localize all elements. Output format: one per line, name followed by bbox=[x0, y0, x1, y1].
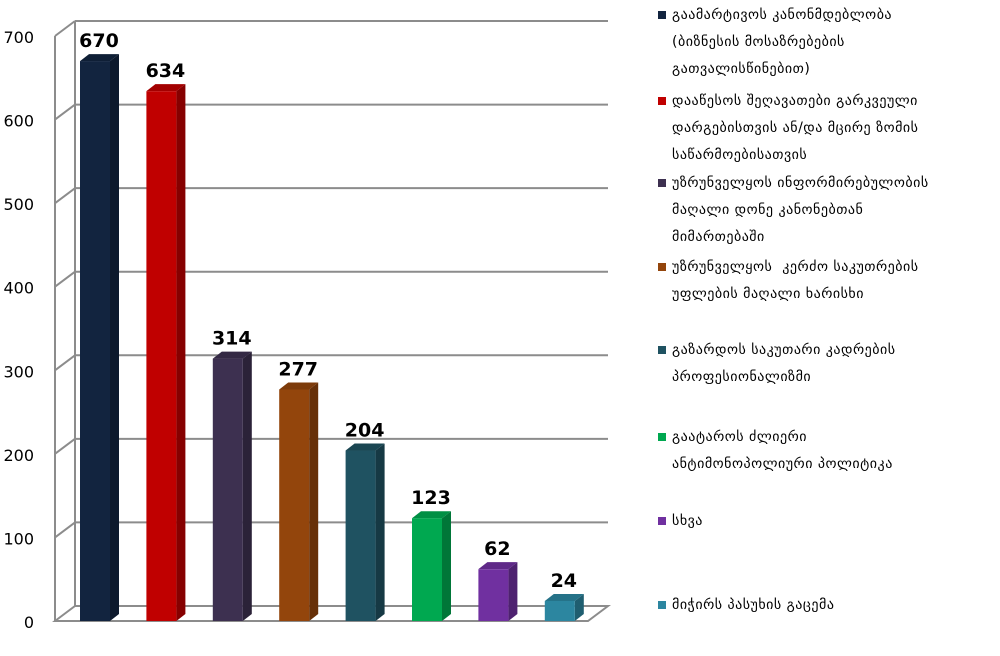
legend-label: დააწესოს შეღავათები გარკვეული დარგებისთვი… bbox=[672, 88, 998, 169]
gridline-side bbox=[54, 438, 76, 455]
bar-side bbox=[442, 511, 451, 621]
data-label: 24 bbox=[551, 570, 577, 592]
legend-label-line: დააწესოს შეღავათები გარკვეული bbox=[672, 93, 918, 109]
data-label: 123 bbox=[411, 487, 451, 509]
bar-top bbox=[412, 511, 451, 519]
legend-label-line: უზრუნველყოს ინფორმირებულობის bbox=[672, 175, 929, 191]
legend-label-line: უფლების მაღალი ხარისხი bbox=[672, 286, 864, 302]
y-tick-label: 700 bbox=[3, 28, 34, 47]
y-tick-label: 100 bbox=[3, 529, 34, 548]
bar bbox=[279, 389, 310, 621]
data-label: 670 bbox=[79, 30, 119, 52]
bar bbox=[80, 61, 110, 622]
legend-label-line: მაღალი დონე კანონებთან bbox=[672, 202, 864, 218]
legend-label-line: უზრუნველყოს კერძო საკუთრების bbox=[672, 259, 919, 275]
data-label: 634 bbox=[146, 60, 186, 82]
bar-side bbox=[242, 351, 252, 621]
legend-label-line: პროფესიონალიზმი bbox=[672, 369, 812, 385]
gridline-side bbox=[54, 354, 76, 372]
legend-label: სხვა bbox=[672, 508, 998, 535]
legend-label-line: საწარმოებისათვის bbox=[672, 147, 808, 163]
y-tick-label: 500 bbox=[3, 195, 34, 214]
gridline-side bbox=[54, 103, 76, 121]
legend-label-line: გაატაროს ძლიერი bbox=[672, 429, 807, 445]
legend-label: უზრუნველყოს კერძო საკუთრების უფლების მაღა… bbox=[672, 254, 998, 308]
legend-label: გაატაროს ძლიერი ანტიმონოპოლიური პოლიტიკა bbox=[672, 424, 998, 478]
chart-svg: 0 100 200 300 400 500 600 700 670 634 314 277 204 123… bbox=[3, 20, 611, 632]
data-label: 277 bbox=[278, 359, 318, 381]
legend-label: მიჭირს პასუხის გაცემა bbox=[672, 592, 998, 619]
legend-swatch bbox=[658, 263, 666, 271]
legend-label: უზრუნველყოს ინფორმირებულობის მაღალი დონე … bbox=[672, 170, 998, 251]
bar bbox=[412, 518, 442, 621]
legend-swatch bbox=[658, 433, 666, 441]
legend-swatch bbox=[658, 97, 666, 105]
bar-side bbox=[309, 382, 319, 621]
legend-label-line: დარგებისთვის ან/და მცირე ზომის bbox=[672, 120, 919, 136]
bar-side bbox=[574, 593, 584, 621]
chart-floor bbox=[52, 605, 611, 622]
bar bbox=[478, 569, 509, 621]
legend-label-line: მიჭირს პასუხის გაცემა bbox=[672, 597, 835, 613]
bar-chart: 0 100 200 300 400 500 600 700 670 634 314 277 204 123… bbox=[3, 20, 611, 632]
legend-swatch bbox=[658, 601, 666, 609]
legend-label-line: გაზარდოს საკუთარი კადრების bbox=[672, 342, 896, 358]
bar-side bbox=[508, 562, 518, 621]
data-label: 204 bbox=[345, 420, 385, 442]
y-tick-label: 200 bbox=[3, 446, 34, 465]
gridline-side bbox=[54, 187, 76, 204]
gridline-side bbox=[54, 521, 76, 539]
data-label: 62 bbox=[484, 538, 510, 560]
bar bbox=[544, 600, 575, 621]
legend-label-line: გათვალისწინებით) bbox=[672, 61, 811, 77]
bar-top bbox=[212, 351, 252, 359]
legend: გაამარტივოს კანონმდებლობა (ბიზნესის მოსაზ… bbox=[658, 0, 1000, 652]
bar bbox=[146, 91, 177, 621]
legend-label: გაზარდოს საკუთარი კადრების პროფესიონალიზმ… bbox=[672, 337, 998, 391]
y-tick-label: 400 bbox=[3, 279, 34, 298]
legend-label-line: ანტიმონოპოლიური პოლიტიკა bbox=[672, 456, 893, 472]
legend-swatch bbox=[658, 346, 666, 354]
bar-side bbox=[375, 443, 385, 621]
legend-label-line: მიმართებაში bbox=[672, 229, 765, 245]
legend-label-line: გაამარტივოს კანონმდებლობა bbox=[672, 7, 893, 23]
bar-side bbox=[176, 84, 186, 621]
bar-top bbox=[478, 562, 518, 570]
data-label: 314 bbox=[212, 328, 252, 350]
bar-top bbox=[345, 443, 385, 451]
bar-side bbox=[110, 54, 119, 622]
y-tick-label: 0 bbox=[24, 613, 34, 632]
bar-top bbox=[544, 593, 584, 601]
bar-top bbox=[80, 54, 119, 62]
legend-label: გაამარტივოს კანონმდებლობა (ბიზნესის მოსაზ… bbox=[672, 2, 998, 83]
legend-swatch bbox=[658, 11, 666, 19]
bar bbox=[345, 450, 376, 621]
legend-label-line: სხვა bbox=[672, 513, 703, 529]
gridline-side bbox=[54, 20, 76, 37]
bar bbox=[212, 358, 243, 621]
legend-swatch bbox=[658, 517, 666, 525]
legend-label-line: (ბიზნესის მოსაზრებების bbox=[672, 34, 845, 50]
bar-top bbox=[146, 84, 186, 92]
gridline-side bbox=[54, 270, 76, 288]
y-tick-label: 600 bbox=[3, 112, 34, 131]
y-tick-label: 300 bbox=[3, 362, 34, 381]
legend-swatch bbox=[658, 179, 666, 187]
bar-top bbox=[279, 382, 319, 390]
